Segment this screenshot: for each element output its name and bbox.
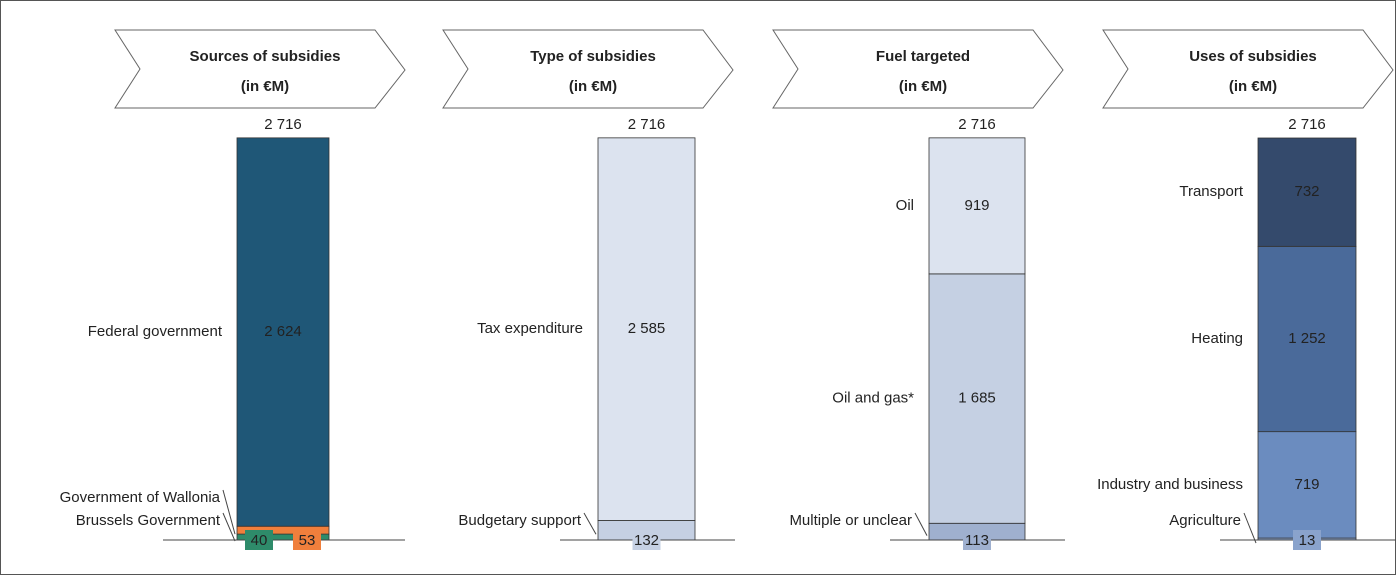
- segment-label: Transport: [1179, 183, 1243, 200]
- total-label: 2 716: [1288, 116, 1326, 133]
- value-label: 53: [299, 532, 316, 549]
- value-label: 13: [1299, 532, 1316, 549]
- segment-label: Industry and business: [1097, 476, 1243, 493]
- bar-segment: [1257, 137, 1357, 247]
- value-label: 2 585: [628, 320, 666, 337]
- header-chevron: [772, 29, 1064, 109]
- value-box: [245, 530, 273, 550]
- value-label: 113: [965, 532, 989, 549]
- bar-segment: [928, 273, 1026, 524]
- panel-title: Sources of subsidies: [190, 48, 341, 65]
- value-label: 2 624: [264, 323, 302, 340]
- value-box: [1293, 530, 1321, 550]
- bar-segment: [1257, 245, 1357, 433]
- total-label: 2 716: [264, 116, 302, 133]
- total-label: 2 716: [958, 116, 996, 133]
- segment-label: Agriculture: [1169, 512, 1241, 529]
- segment-label: Brussels Government: [76, 512, 221, 529]
- value-box: [293, 530, 321, 550]
- segment-label: Tax expenditure: [477, 320, 583, 337]
- leader-line: [222, 489, 236, 535]
- panel-title: Fuel targeted: [876, 48, 970, 65]
- value-label: 40: [251, 532, 268, 549]
- panel-subtitle: (in €M): [241, 78, 289, 95]
- panel-title: Type of subsidies: [530, 48, 656, 65]
- segment-label: Budgetary support: [458, 512, 581, 529]
- panel-subtitle: (in €M): [899, 78, 947, 95]
- header-chevron: [442, 29, 734, 109]
- panel-subtitle: (in €M): [1229, 78, 1277, 95]
- segment-label: Federal government: [88, 323, 223, 340]
- value-label: 1 685: [958, 390, 996, 407]
- panel-title: Uses of subsidies: [1189, 48, 1317, 65]
- bar-segment: [1257, 431, 1357, 539]
- header-chevron: [1102, 29, 1394, 109]
- value-label: 132: [634, 532, 659, 549]
- value-label: 732: [1294, 183, 1319, 200]
- bar-segment: [236, 137, 330, 527]
- segment-label: Multiple or unclear: [789, 512, 912, 529]
- bar-segment: [597, 137, 696, 521]
- panel-subtitle: (in €M): [569, 78, 617, 95]
- leader-line: [583, 512, 597, 535]
- segment-label: Oil: [896, 197, 914, 214]
- leader-line: [914, 512, 928, 536]
- value-box: [963, 530, 991, 550]
- leader-line: [222, 512, 236, 542]
- segment-label: Oil and gas*: [832, 390, 914, 407]
- leader-line: [1243, 512, 1257, 544]
- total-label: 2 716: [628, 116, 666, 133]
- segment-label: Heating: [1191, 330, 1243, 347]
- value-label: 719: [1294, 476, 1319, 493]
- value-label: 919: [964, 197, 989, 214]
- value-label: 1 252: [1288, 330, 1326, 347]
- header-chevron: [114, 29, 406, 109]
- bar-segment: [928, 137, 1026, 275]
- segment-label: Government of Wallonia: [60, 489, 221, 506]
- value-box: [632, 530, 661, 550]
